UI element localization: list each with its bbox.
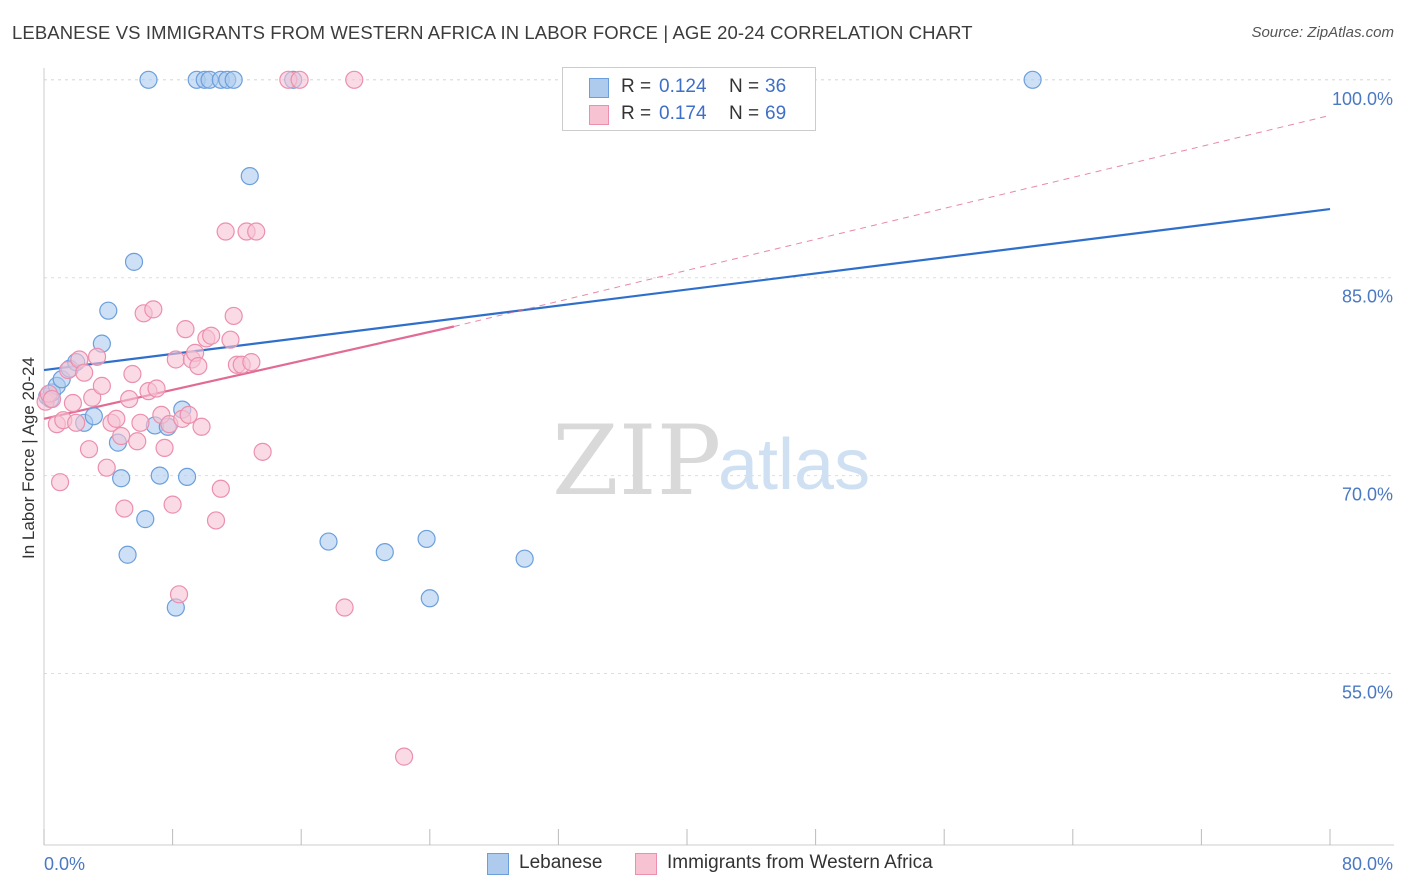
lebanese-point <box>139 70 158 89</box>
western-africa-point <box>163 495 182 514</box>
lebanese-point <box>319 532 338 551</box>
lebanese-point <box>124 252 144 271</box>
y-tick-label: 55.0% <box>1342 682 1393 702</box>
western-africa-legend-label: Immigrants from Western Africa <box>667 852 933 873</box>
lebanese-point <box>112 469 131 488</box>
western-africa-point <box>211 479 230 498</box>
lebanese-legend-label: Lebanese <box>519 852 603 873</box>
western-africa-point <box>155 438 174 457</box>
western-africa-point <box>67 413 86 432</box>
watermark: ZIP atlas <box>552 405 870 517</box>
western-africa-point <box>179 405 198 424</box>
legend-r-label: R = <box>621 103 652 124</box>
western-africa-point <box>131 413 150 432</box>
chart-title: LEBANESE VS IMMIGRANTS FROM WESTERN AFRI… <box>12 22 973 43</box>
trend-lines <box>43 114 1331 420</box>
x-tick-label-min: 0.0% <box>44 854 85 874</box>
lebanese-point <box>375 543 394 562</box>
western-africa-point <box>107 409 126 428</box>
lebanese-point <box>420 589 439 608</box>
y-tick-label: 85.0% <box>1342 287 1393 307</box>
lebanese-point <box>136 510 155 529</box>
legend-r-value: 0.124 <box>659 76 707 97</box>
lebanese-point <box>99 301 118 320</box>
western-africa-point <box>97 458 116 477</box>
western-africa-legend-swatch <box>635 853 657 875</box>
lebanese-point <box>224 70 243 89</box>
data-points <box>36 70 1042 766</box>
lebanese-point <box>150 466 169 485</box>
lebanese-point <box>84 407 103 426</box>
western-africa-point <box>120 389 139 409</box>
western-africa-point <box>216 222 235 241</box>
western-africa-point <box>92 376 111 395</box>
western-africa-point <box>79 440 99 459</box>
axis-labels: In Labor Force | Age 20-24 <box>19 357 38 559</box>
western-africa-point <box>192 417 211 436</box>
source-note: Source: ZipAtlas.com <box>1251 24 1394 41</box>
western-africa-point <box>115 499 134 518</box>
western-africa-point <box>87 347 107 366</box>
legend-n-label: N = <box>729 76 760 97</box>
western-africa-point <box>144 300 163 319</box>
legend-r-value: 0.174 <box>659 103 707 124</box>
western-africa-point <box>394 747 414 766</box>
legend-r-label: R = <box>621 76 652 97</box>
western-africa-point <box>63 393 83 413</box>
western-africa-point <box>169 585 189 604</box>
western-africa-swatch <box>589 105 609 125</box>
lebanese-point <box>515 549 534 568</box>
watermark-zip-text: ZIP <box>552 405 721 517</box>
western-africa-point <box>242 353 261 372</box>
western-africa-point <box>75 363 94 382</box>
western-africa-point <box>147 379 166 398</box>
watermark-atlas-text: atlas <box>718 425 870 505</box>
correlation-legend: R = 0.124 N = 36 R = 0.174 N = 69 <box>562 67 816 131</box>
lebanese-point <box>177 467 197 487</box>
western-africa-point <box>206 511 226 530</box>
y-tick-label: 70.0% <box>1342 485 1393 505</box>
y-tick-label: 100.0% <box>1332 89 1393 109</box>
legend-n-label: N = <box>729 103 760 124</box>
western-africa-point <box>42 389 62 409</box>
western-africa-point <box>335 598 354 617</box>
lebanese-point <box>240 167 259 186</box>
lebanese-point <box>118 545 137 564</box>
lebanese-point <box>1023 70 1042 89</box>
western-africa-point <box>224 306 243 326</box>
western-africa-point <box>166 350 185 369</box>
legend-n-value: 36 <box>765 76 787 97</box>
western-africa-point <box>50 473 70 492</box>
lebanese-swatch <box>589 78 609 98</box>
legend-n-value: 69 <box>765 103 787 124</box>
western-africa-trend-extension <box>453 114 1331 327</box>
lebanese-point <box>417 529 436 549</box>
western-africa-point <box>189 356 208 376</box>
western-africa-point <box>345 70 364 89</box>
lebanese-trend-line <box>43 207 1331 372</box>
western-africa-point <box>176 320 195 339</box>
western-africa-point <box>112 426 131 446</box>
western-africa-point <box>202 326 221 345</box>
lebanese-legend-swatch <box>487 853 509 875</box>
western-africa-point <box>221 330 240 349</box>
western-africa-point <box>247 222 266 241</box>
x-tick-label-max: 80.0% <box>1342 854 1393 874</box>
western-africa-point <box>253 442 272 461</box>
western-africa-point <box>123 364 142 384</box>
western-africa-point <box>128 432 147 451</box>
western-africa-point <box>83 388 102 407</box>
western-africa-point <box>290 70 309 89</box>
western-africa-trend-line <box>43 325 455 420</box>
y-axis-label: In Labor Force | Age 20-24 <box>19 357 38 559</box>
axes: 55.0% 70.0% 85.0% 100.0% 0.0% 80.0% <box>43 68 1394 874</box>
